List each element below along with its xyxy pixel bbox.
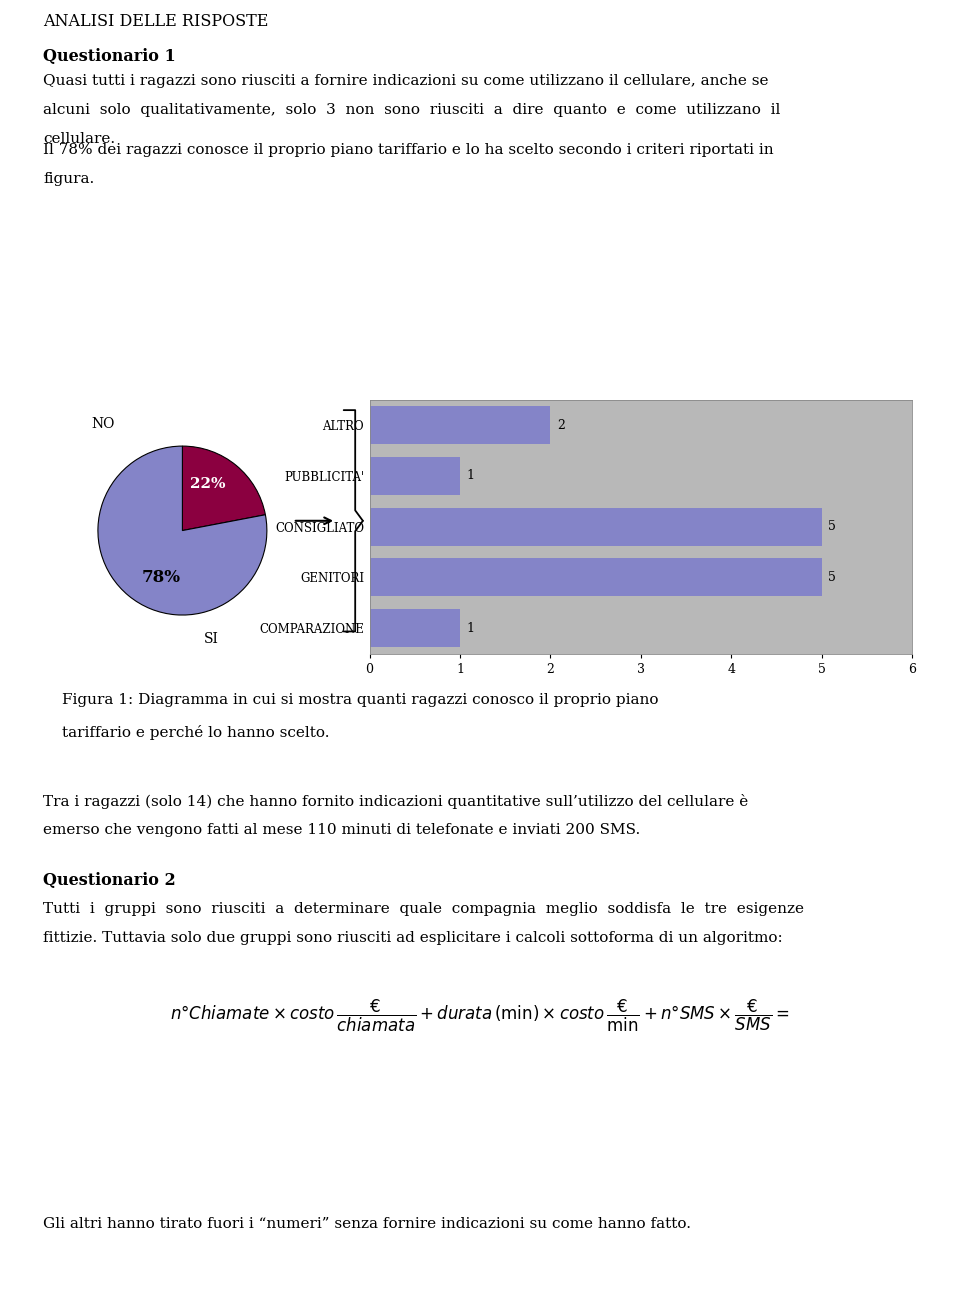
Bar — [370, 508, 822, 546]
Bar — [370, 406, 550, 444]
Text: ANALISI DELLE RISPOSTE: ANALISI DELLE RISPOSTE — [43, 13, 269, 30]
Text: Quasi tutti i ragazzi sono riusciti a fornire indicazioni su come utilizzano il : Quasi tutti i ragazzi sono riusciti a fo… — [43, 74, 769, 89]
Wedge shape — [182, 447, 265, 531]
Text: 1: 1 — [467, 470, 474, 482]
Text: 22%: 22% — [190, 477, 226, 491]
Text: 5: 5 — [828, 572, 836, 583]
Bar — [370, 559, 822, 596]
Text: SI: SI — [204, 631, 218, 646]
Text: Gli altri hanno tirato fuori i “numeri” senza fornire indicazioni su come hanno : Gli altri hanno tirato fuori i “numeri” … — [43, 1217, 691, 1232]
Text: Questionario 1: Questionario 1 — [43, 48, 176, 65]
Text: $n°Chiamate\times\mathit{costo}\,\dfrac{€}{\mathit{chiamata}} + \mathit{durata}\: $n°Chiamate\times\mathit{costo}\,\dfrac{… — [170, 997, 790, 1034]
Text: Questionario 2: Questionario 2 — [43, 872, 176, 889]
Wedge shape — [98, 447, 267, 615]
Text: Figura 1: Diagramma in cui si mostra quanti ragazzi conosco il proprio piano: Figura 1: Diagramma in cui si mostra qua… — [62, 693, 659, 707]
Text: figura.: figura. — [43, 172, 94, 186]
Text: 78%: 78% — [142, 569, 180, 586]
Bar — [370, 457, 460, 495]
Text: 1: 1 — [467, 622, 474, 634]
Text: fittizie. Tuttavia solo due gruppi sono riusciti ad esplicitare i calcoli sottof: fittizie. Tuttavia solo due gruppi sono … — [43, 931, 783, 945]
Text: Il 78% dei ragazzi conosce il proprio piano tariffario e lo ha scelto secondo i : Il 78% dei ragazzi conosce il proprio pi… — [43, 143, 774, 158]
Text: tariffario e perché lo hanno scelto.: tariffario e perché lo hanno scelto. — [62, 725, 330, 741]
Text: cellulare.: cellulare. — [43, 132, 115, 146]
Bar — [370, 609, 460, 647]
Text: Tra i ragazzi (solo 14) che hanno fornito indicazioni quantitative sull’utilizzo: Tra i ragazzi (solo 14) che hanno fornit… — [43, 794, 749, 810]
Text: NO: NO — [91, 418, 115, 431]
Text: emerso che vengono fatti al mese 110 minuti di telefonate e inviati 200 SMS.: emerso che vengono fatti al mese 110 min… — [43, 823, 640, 837]
Text: alcuni  solo  qualitativamente,  solo  3  non  sono  riusciti  a  dire  quanto  : alcuni solo qualitativamente, solo 3 non… — [43, 103, 780, 117]
Text: Tutti  i  gruppi  sono  riusciti  a  determinare  quale  compagnia  meglio  sodd: Tutti i gruppi sono riusciti a determina… — [43, 902, 804, 917]
Text: 2: 2 — [557, 419, 564, 431]
Text: 5: 5 — [828, 521, 836, 533]
